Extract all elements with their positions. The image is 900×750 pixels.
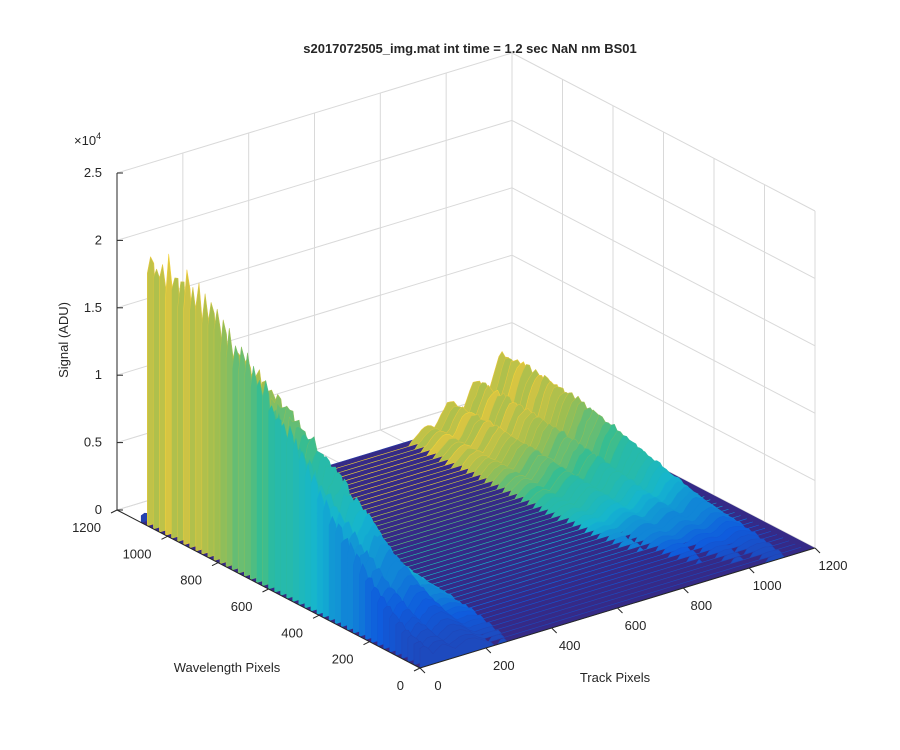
y-tick-label: 600 — [231, 599, 253, 614]
y-tick-label: 200 — [332, 652, 354, 667]
y-tick-label: 1000 — [123, 546, 152, 561]
grid-line — [116, 119, 513, 241]
z-tick-label: 0.5 — [84, 435, 102, 450]
z-tick-label: 1.5 — [84, 300, 102, 315]
surface-slice — [413, 546, 802, 666]
z-tick-label: 2.5 — [84, 165, 102, 180]
grid-line — [511, 322, 816, 482]
x-tick-mark — [485, 647, 492, 654]
x-tick-mark — [551, 627, 558, 634]
x-tick-mark — [814, 547, 821, 554]
tick-labels: 0200400600800100012000200400600800100012… — [72, 165, 847, 693]
x-tick-label: 200 — [493, 658, 515, 673]
chart-title: s2017072505_img.mat int time = 1.2 sec N… — [303, 41, 637, 56]
z-tick-label: 1 — [95, 367, 102, 382]
y-tick-label: 1200 — [72, 520, 101, 535]
z-axis-exponent: ×104 — [74, 131, 101, 148]
grid-line — [511, 187, 816, 347]
surface — [140, 253, 815, 669]
grid-line — [511, 254, 816, 414]
x-tick-label: 400 — [559, 638, 581, 653]
x-tick-label: 600 — [625, 618, 647, 633]
x-tick-label: 0 — [434, 678, 441, 693]
y-tick-mark — [211, 562, 219, 567]
x-tick-mark — [419, 667, 426, 674]
z-tick-label: 2 — [95, 232, 102, 247]
y-tick-mark — [110, 509, 118, 514]
grid-line — [116, 52, 513, 174]
x-axis-label: Track Pixels — [580, 670, 651, 685]
y-tick-mark — [262, 588, 269, 593]
surface-slice — [395, 537, 784, 656]
grid-line — [511, 52, 816, 212]
x-tick-label: 800 — [690, 598, 712, 613]
z-axis-label: Signal (ADU) — [56, 302, 71, 378]
x-tick-mark — [617, 607, 623, 614]
y-tick-label: 400 — [281, 625, 303, 640]
y-tick-mark — [161, 535, 168, 540]
grid-line — [511, 119, 816, 279]
y-tick-mark — [413, 667, 421, 672]
x-tick-label: 1200 — [819, 558, 848, 573]
y-tick-mark — [312, 614, 320, 619]
y-tick-label: 800 — [180, 573, 202, 588]
y-tick-mark — [363, 641, 370, 646]
z-tick-label: 0 — [95, 502, 102, 517]
y-tick-label: 0 — [397, 678, 404, 693]
x-tick-mark — [748, 567, 755, 574]
x-tick-label: 1000 — [753, 578, 782, 593]
x-tick-mark — [682, 587, 689, 594]
y-axis-label: Wavelength Pixels — [174, 660, 281, 675]
